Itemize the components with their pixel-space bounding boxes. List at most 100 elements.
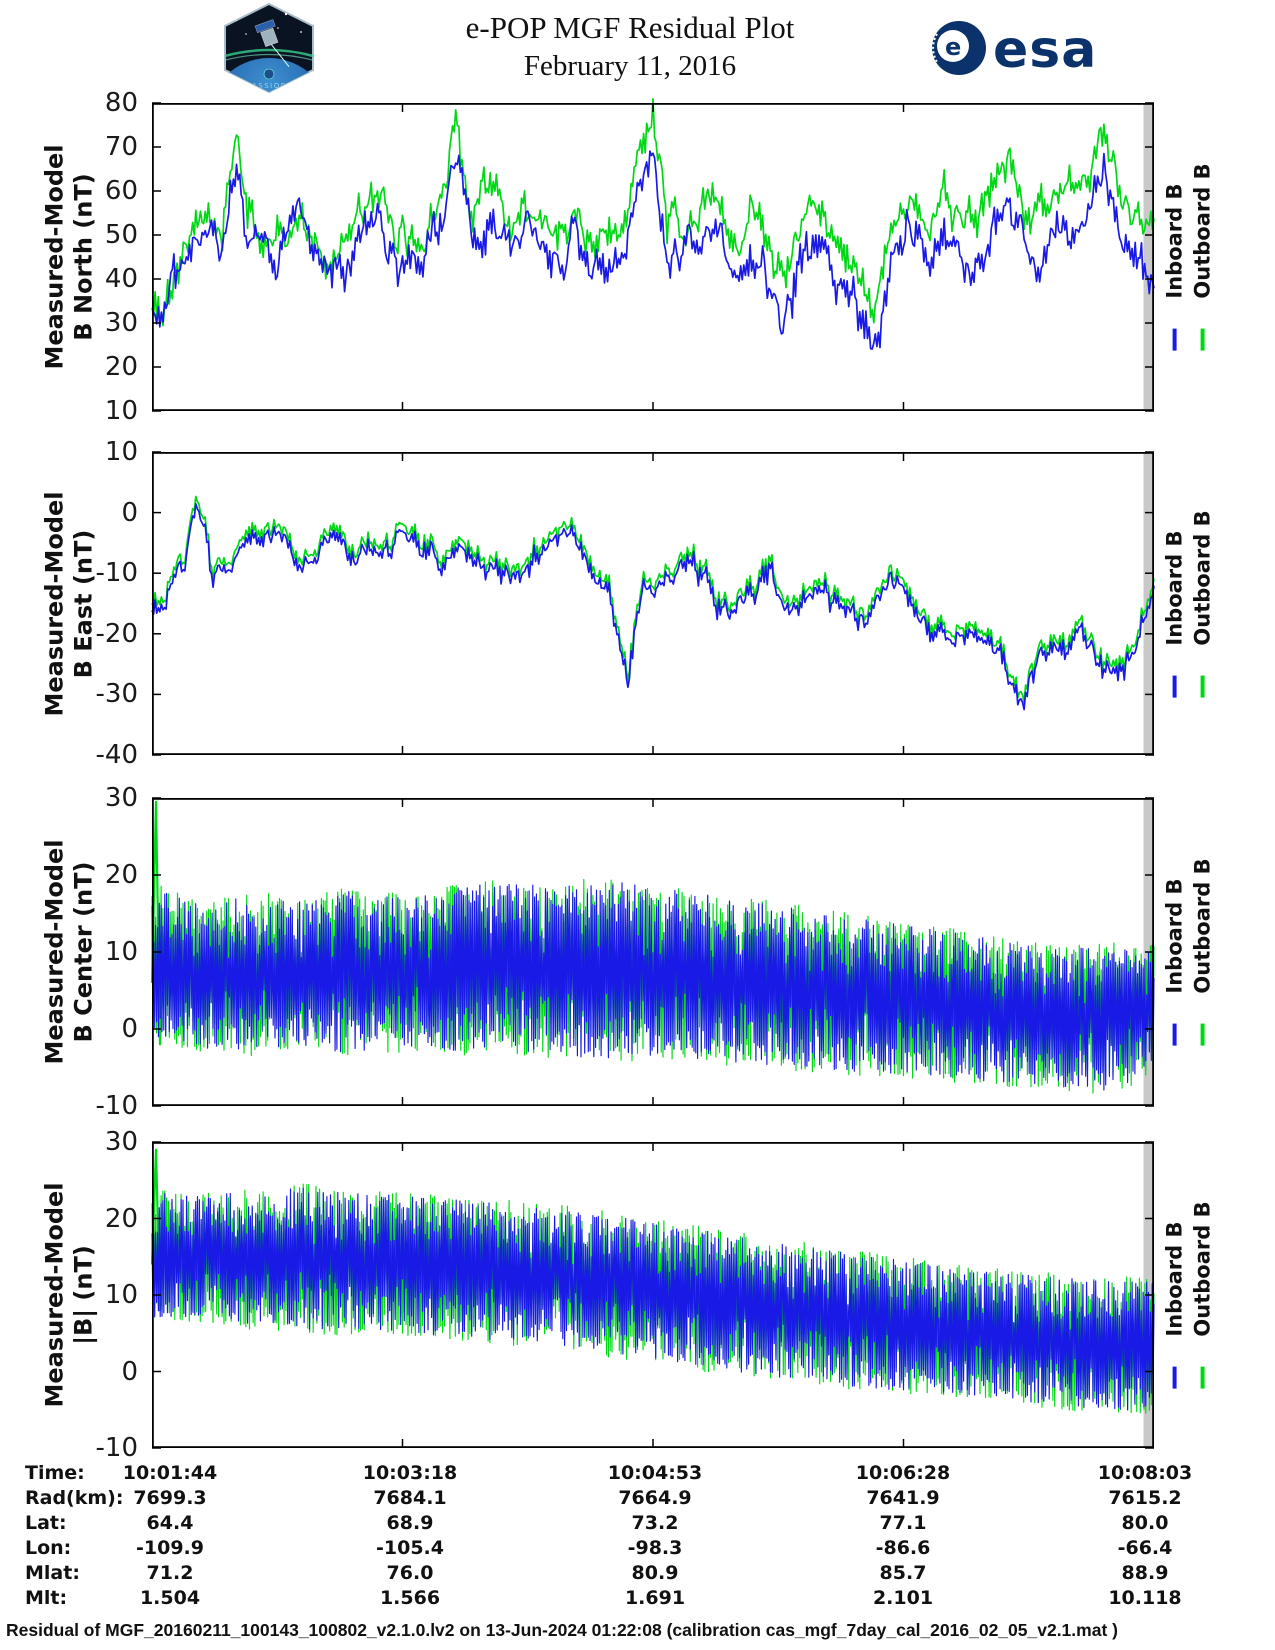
table-cell: -66.4 bbox=[1117, 1537, 1173, 1559]
y-tick-label: 20 bbox=[104, 1203, 138, 1234]
table-cell: 85.7 bbox=[879, 1562, 927, 1584]
table-cell: 7664.9 bbox=[618, 1487, 692, 1509]
legend-marker-icon bbox=[1173, 675, 1177, 698]
table-cell: 7615.2 bbox=[1108, 1487, 1182, 1509]
y-tick-label: -20 bbox=[95, 618, 138, 649]
table-cell: 1.691 bbox=[624, 1587, 686, 1609]
legend-label: Inboard B bbox=[1163, 529, 1187, 646]
table-cell: 1.566 bbox=[379, 1587, 441, 1609]
legend-label: Outboard B bbox=[1191, 858, 1215, 994]
legend-b-north-nt: Inboard B Outboard B bbox=[1158, 103, 1220, 411]
legend-label: Outboard B bbox=[1191, 1201, 1215, 1337]
y-tick-label: 0 bbox=[121, 1356, 138, 1387]
y-tick-label: 10 bbox=[104, 1280, 138, 1310]
panel-b-center-nt bbox=[150, 797, 1155, 1107]
y-tick-label: 50 bbox=[104, 220, 138, 250]
y-tick-label: -10 bbox=[95, 1091, 138, 1121]
table-cell: 73.2 bbox=[631, 1512, 679, 1534]
patch-satellite bbox=[254, 19, 290, 68]
axes-box bbox=[151, 451, 1155, 756]
axes-box bbox=[151, 1141, 1155, 1449]
axes-box bbox=[151, 102, 1155, 412]
table-row-label: Mlt: bbox=[25, 1587, 68, 1609]
legend-entry: Inboard B bbox=[1161, 1201, 1189, 1389]
table-cell: 10:01:44 bbox=[122, 1462, 218, 1484]
table-cell: 80.0 bbox=[1121, 1512, 1169, 1534]
legend-entry: Outboard B bbox=[1189, 163, 1217, 351]
y-tick-label: 30 bbox=[104, 1127, 138, 1157]
legend-marker-icon bbox=[1173, 1023, 1177, 1046]
y-tick-label: 10 bbox=[104, 396, 138, 426]
series-inboard-b bbox=[151, 150, 1155, 350]
legend-label: Inboard B bbox=[1163, 1221, 1187, 1337]
series-outboard-b bbox=[151, 98, 1155, 327]
table-cell: 71.2 bbox=[146, 1562, 194, 1584]
legend-entry: Inboard B bbox=[1161, 510, 1189, 698]
legend-entry: Outboard B bbox=[1189, 1201, 1217, 1389]
y-tick-label: 0 bbox=[121, 497, 138, 528]
legend-marker-icon bbox=[1201, 675, 1205, 698]
legend-b-nt: Inboard B Outboard B bbox=[1158, 1142, 1220, 1448]
plot-area-b-nt bbox=[150, 1141, 1155, 1449]
y-tick-label: 20 bbox=[104, 352, 138, 382]
y-tick-label: -40 bbox=[95, 740, 138, 770]
y-axis-label-b-north-nt: Measured-Model B North (nT) bbox=[41, 144, 99, 370]
table-cell: 10:04:53 bbox=[607, 1462, 703, 1484]
y-tick-label: 60 bbox=[104, 176, 138, 206]
table-row-label: Lon: bbox=[25, 1537, 72, 1559]
plot-area-b-east-nt bbox=[151, 451, 1155, 756]
y-tick-label: 10 bbox=[104, 937, 138, 967]
legend-marker-icon bbox=[1201, 1366, 1205, 1389]
table-cell: 64.4 bbox=[146, 1512, 194, 1534]
series-inboard-b bbox=[151, 882, 1155, 1091]
table-cell: 80.9 bbox=[631, 1562, 679, 1584]
table-cell: 10:03:18 bbox=[362, 1462, 458, 1484]
series-outboard-b bbox=[151, 495, 1155, 704]
y-axis-label-b-nt: Measured-Model |B| (nT) bbox=[41, 1182, 99, 1408]
legend-label: Inboard B bbox=[1163, 878, 1187, 994]
y-tick-label: 70 bbox=[104, 132, 138, 162]
legend-label: Inboard B bbox=[1163, 183, 1187, 299]
patch-wordmark: CASSIOPE bbox=[246, 82, 293, 90]
table-cell: 68.9 bbox=[386, 1512, 434, 1534]
y-tick-label: 40 bbox=[104, 264, 138, 294]
table-cell: -98.3 bbox=[627, 1537, 683, 1559]
y-axis-label-b-east-nt: Measured-Model B East (nT) bbox=[41, 490, 99, 717]
figure-subtitle: February 11, 2016 bbox=[523, 50, 737, 82]
patch-aurora-arc bbox=[225, 48, 313, 62]
legend-entry: Outboard B bbox=[1189, 858, 1217, 1046]
table-cell: 2.101 bbox=[872, 1587, 934, 1609]
y-tick-label: -10 bbox=[95, 558, 138, 589]
legend-entry: Inboard B bbox=[1161, 163, 1189, 351]
figure-header: e-POP MGF Residual Plot February 11, 201… bbox=[340, 10, 920, 83]
table-cell: -105.4 bbox=[376, 1537, 444, 1559]
legend-b-east-nt: Inboard B Outboard B bbox=[1158, 452, 1220, 755]
legend-marker-icon bbox=[1201, 328, 1205, 351]
y-tick-label: 80 bbox=[104, 88, 138, 118]
table-row-label: Time: bbox=[25, 1462, 85, 1484]
legend-marker-icon bbox=[1201, 1023, 1205, 1046]
cassiope-patch-logo: CASSIOPE bbox=[224, 2, 314, 94]
legend-b-center-nt: Inboard B Outboard B bbox=[1158, 798, 1220, 1106]
data-gap-band bbox=[1143, 104, 1153, 410]
table-cell: 77.1 bbox=[879, 1512, 927, 1534]
table-cell: 7684.1 bbox=[373, 1487, 447, 1509]
table-cell: 10:08:03 bbox=[1097, 1462, 1193, 1484]
y-tick-label: -30 bbox=[95, 679, 138, 710]
legend-entry: Inboard B bbox=[1161, 858, 1189, 1046]
series-inboard-b bbox=[151, 502, 1155, 711]
figure-caption: Residual of MGF_20160211_100143_100802_v… bbox=[6, 1620, 1118, 1640]
panel-b-east-nt bbox=[151, 451, 1155, 756]
table-cell: 88.9 bbox=[1121, 1562, 1169, 1584]
panel-b-nt bbox=[150, 1141, 1155, 1449]
y-axis-label-b-center-nt: Measured-Model B Center (nT) bbox=[41, 839, 99, 1065]
series-inboard-b bbox=[151, 1187, 1155, 1411]
table-row-label: Lat: bbox=[25, 1512, 67, 1534]
axes-box bbox=[151, 797, 1155, 1107]
legend-marker-icon bbox=[1173, 1366, 1177, 1389]
table-cell: 7641.9 bbox=[866, 1487, 940, 1509]
plot-area-b-north-nt bbox=[151, 98, 1155, 412]
plot-area-b-center-nt bbox=[150, 797, 1155, 1107]
table-cell: -109.9 bbox=[136, 1537, 204, 1559]
